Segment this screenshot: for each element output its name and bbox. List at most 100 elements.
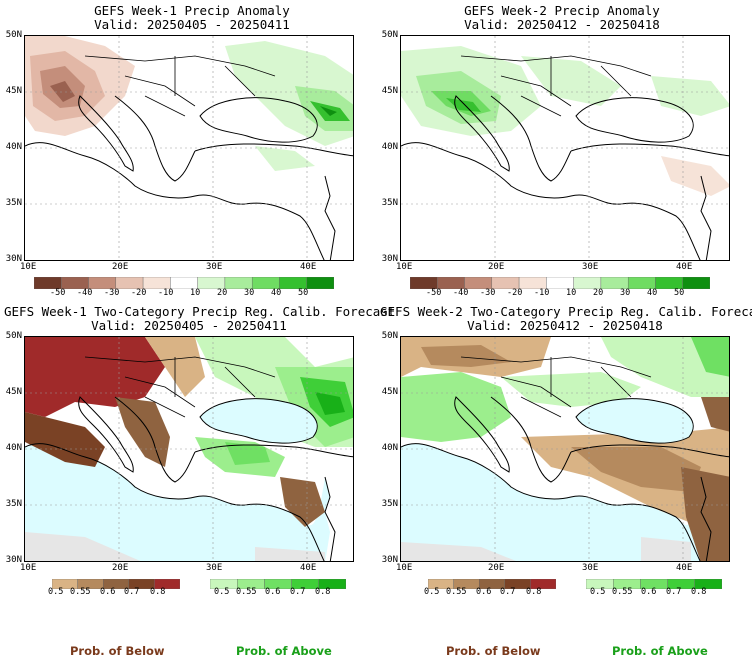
lon-label: 10E <box>20 563 37 573</box>
lat-label: 50N <box>381 30 398 40</box>
colorbar-label: 0.55 <box>612 587 633 597</box>
colorbar-label: 20 <box>217 288 228 298</box>
colorbar-label: 0.8 <box>526 587 542 597</box>
colorbar-label: 0.7 <box>124 587 140 597</box>
colorbar-label: 0.6 <box>641 587 657 597</box>
colorbar-label: 0.7 <box>500 587 516 597</box>
below-caption: Prob. of Below <box>70 644 165 658</box>
lon-label: 20E <box>112 563 129 573</box>
colorbar-label: 0.8 <box>691 587 707 597</box>
above-caption: Prob. of Above <box>236 644 332 658</box>
panel-title: GEFS Week-2 Two-Category Precip Reg. Cal… <box>380 304 752 319</box>
colorbar-label: 0.6 <box>476 587 492 597</box>
anomaly-colorbar-swatches <box>409 276 711 290</box>
colorbar-label: 0.55 <box>446 587 467 597</box>
lon-label: 40E <box>300 262 317 272</box>
lat-label: 45N <box>381 86 398 96</box>
colorbar-label: 0.5 <box>590 587 606 597</box>
panel-valid-date: Valid: 20250405 - 20250411 <box>94 17 290 32</box>
colorbar-label: 0.6 <box>265 587 281 597</box>
lat-label: 50N <box>5 30 22 40</box>
lon-label: 40E <box>676 563 693 573</box>
lat-label: 40N <box>5 443 22 453</box>
colorbar-label: 0.5 <box>48 587 64 597</box>
colorbar-label: 0.6 <box>100 587 116 597</box>
lon-label: 40E <box>300 563 317 573</box>
lat-label: 35N <box>381 198 398 208</box>
lat-label: 45N <box>5 387 22 397</box>
panel-valid-date: Valid: 20250412 - 20250418 <box>464 17 660 32</box>
colorbar-label: -50 <box>426 288 442 298</box>
colorbar-swatch <box>682 276 711 290</box>
colorbar-label: 0.7 <box>666 587 682 597</box>
lat-label: 35N <box>381 499 398 509</box>
lon-label: 30E <box>582 563 599 573</box>
lon-label: 30E <box>206 262 223 272</box>
week1-two-category-map <box>24 336 354 562</box>
colorbar-label: 0.5 <box>214 587 230 597</box>
colorbar-label: -50 <box>50 288 66 298</box>
below-colorbar-swatches <box>51 578 181 590</box>
colorbar-label: -40 <box>453 288 469 298</box>
colorbar-label: 10 <box>190 288 201 298</box>
lat-label: 30N <box>5 254 22 264</box>
colorbar-swatch <box>306 276 335 290</box>
colorbar-label: 40 <box>647 288 658 298</box>
lon-label: 10E <box>396 563 413 573</box>
lat-label: 30N <box>381 254 398 264</box>
colorbar-label: 0.55 <box>70 587 91 597</box>
colorbar-label: -20 <box>131 288 147 298</box>
colorbar-label: -40 <box>77 288 93 298</box>
colorbar-label: 50 <box>674 288 685 298</box>
lon-label: 10E <box>396 262 413 272</box>
anomaly-colorbar-swatches <box>33 276 335 290</box>
lat-label: 45N <box>5 86 22 96</box>
lat-label: 40N <box>381 142 398 152</box>
panel-title: GEFS Week-1 Precip Anomaly <box>94 3 290 18</box>
colorbar-label: -30 <box>480 288 496 298</box>
above-caption: Prob. of Above <box>612 644 708 658</box>
lat-label: 30N <box>5 555 22 565</box>
colorbar-label: 0.8 <box>315 587 331 597</box>
lon-label: 30E <box>582 262 599 272</box>
below-caption: Prob. of Below <box>446 644 541 658</box>
colorbar-label: 10 <box>566 288 577 298</box>
colorbar-label: 30 <box>244 288 255 298</box>
anomaly-colorbar <box>409 274 711 293</box>
lat-label: 45N <box>381 387 398 397</box>
colorbar-label: -10 <box>534 288 550 298</box>
lat-label: 50N <box>5 331 22 341</box>
week2-anomaly-map <box>400 35 730 261</box>
colorbar-label: 0.7 <box>290 587 306 597</box>
lat-label: 30N <box>381 555 398 565</box>
colorbar-label: 20 <box>593 288 604 298</box>
lon-label: 10E <box>20 262 37 272</box>
panel-valid-date: Valid: 20250412 - 20250418 <box>467 318 663 333</box>
above-colorbar <box>209 574 347 593</box>
week1-anomaly-map <box>24 35 354 261</box>
lat-label: 35N <box>5 198 22 208</box>
lat-label: 40N <box>381 443 398 453</box>
panel-title: GEFS Week-1 Two-Category Precip Reg. Cal… <box>4 304 396 319</box>
lon-label: 40E <box>676 262 693 272</box>
colorbar-label: 30 <box>620 288 631 298</box>
lat-label: 40N <box>5 142 22 152</box>
lat-label: 35N <box>5 499 22 509</box>
panel-valid-date: Valid: 20250405 - 20250411 <box>91 318 287 333</box>
colorbar-label: -30 <box>104 288 120 298</box>
lon-label: 20E <box>112 262 129 272</box>
colorbar-label: 0.55 <box>236 587 257 597</box>
lat-label: 50N <box>381 331 398 341</box>
lon-label: 30E <box>206 563 223 573</box>
colorbar-label: -20 <box>507 288 523 298</box>
colorbar-label: 40 <box>271 288 282 298</box>
anomaly-colorbar <box>33 274 335 293</box>
colorbar-label: -10 <box>158 288 174 298</box>
lon-label: 20E <box>488 262 505 272</box>
colorbar-label: 50 <box>298 288 309 298</box>
week2-two-category-map <box>400 336 730 562</box>
colorbar-label: 0.8 <box>150 587 166 597</box>
panel-title: GEFS Week-2 Precip Anomaly <box>464 3 660 18</box>
lon-label: 20E <box>488 563 505 573</box>
below-colorbar <box>51 574 181 593</box>
